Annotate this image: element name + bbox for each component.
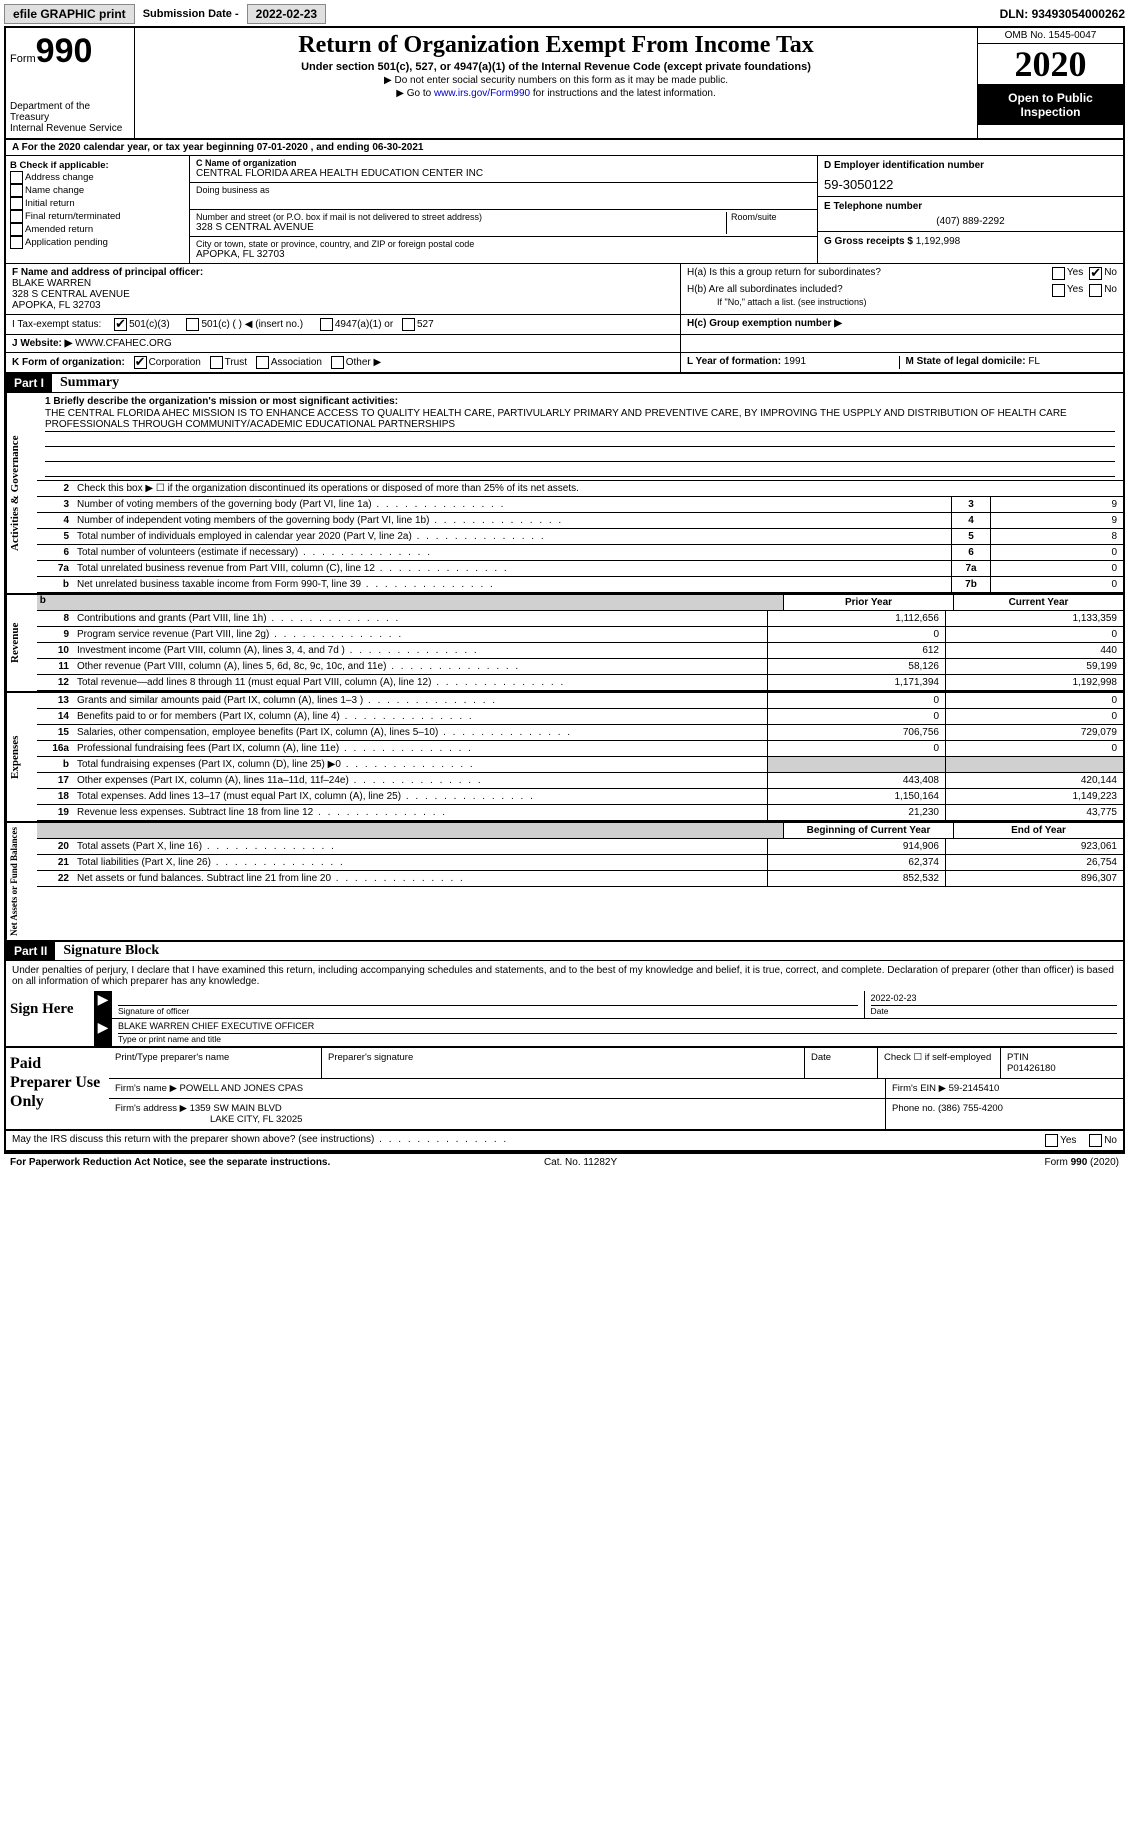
header-right: OMB No. 1545-0047 2020 Open to Public In…: [977, 28, 1123, 138]
instructions-link[interactable]: www.irs.gov/Form990: [434, 88, 530, 99]
data-line: 16aProfessional fundraising fees (Part I…: [37, 741, 1123, 757]
box-c: C Name of organization CENTRAL FLORIDA A…: [190, 156, 818, 263]
side-net: Net Assets or Fund Balances: [6, 823, 37, 940]
ha-yes-checkbox[interactable]: [1052, 267, 1065, 280]
discuss-no-checkbox[interactable]: [1089, 1134, 1102, 1147]
box-f: F Name and address of principal officer:…: [6, 264, 681, 314]
header-left: Form990 Department of the Treasury Inter…: [6, 28, 135, 138]
box-j: J Website: ▶ WWW.CFAHEC.ORG: [6, 335, 681, 352]
part-i-tag: Part I: [6, 374, 52, 392]
527-checkbox[interactable]: [402, 318, 415, 331]
assoc-checkbox[interactable]: [256, 356, 269, 369]
data-line: 10Investment income (Part VIII, column (…: [37, 643, 1123, 659]
firm-addr: Firm's address ▶ 1359 SW MAIN BLVD LAKE …: [109, 1099, 886, 1129]
data-line: 21Total liabilities (Part X, line 26)62,…: [37, 855, 1123, 871]
discuss-yes-checkbox[interactable]: [1045, 1134, 1058, 1147]
data-line: 15Salaries, other compensation, employee…: [37, 725, 1123, 741]
data-line: 19Revenue less expenses. Subtract line 1…: [37, 805, 1123, 821]
prep-sig: Preparer's signature: [322, 1048, 805, 1078]
trust-checkbox[interactable]: [210, 356, 223, 369]
boxb-option[interactable]: Application pending: [10, 236, 185, 249]
data-line: 12Total revenue—add lines 8 through 11 (…: [37, 675, 1123, 691]
4947-checkbox[interactable]: [320, 318, 333, 331]
gov-line: 6Total number of volunteers (estimate if…: [37, 545, 1123, 561]
data-line: 13Grants and similar amounts paid (Part …: [37, 693, 1123, 709]
side-expenses: Expenses: [6, 693, 37, 821]
paid-preparer-label: Paid Preparer Use Only: [6, 1048, 109, 1129]
hb-yes-checkbox[interactable]: [1052, 284, 1065, 297]
firm-ein: Firm's EIN ▶ 59-2145410: [886, 1079, 1123, 1098]
header-center: Return of Organization Exempt From Incom…: [135, 28, 977, 138]
501c-checkbox[interactable]: [186, 318, 199, 331]
other-checkbox[interactable]: [331, 356, 344, 369]
corp-checkbox[interactable]: [134, 356, 147, 369]
gov-line: 3Number of voting members of the governi…: [37, 497, 1123, 513]
data-line: 22Net assets or fund balances. Subtract …: [37, 871, 1123, 887]
submission-label: Submission Date -: [139, 8, 243, 20]
page-footer: For Paperwork Reduction Act Notice, see …: [4, 1154, 1125, 1171]
box-k: K Form of organization: Corporation Trus…: [6, 353, 681, 372]
box-hc: H(c) Group exemption number ▶: [681, 315, 1123, 334]
discuss-row: May the IRS discuss this return with the…: [6, 1131, 1123, 1152]
data-line: 17Other expenses (Part IX, column (A), l…: [37, 773, 1123, 789]
sig-date-cell: 2022-02-23Date: [865, 991, 1124, 1018]
data-line: 14Benefits paid to or for members (Part …: [37, 709, 1123, 725]
efile-btn[interactable]: efile GRAPHIC print: [4, 4, 135, 24]
boxb-option[interactable]: Final return/terminated: [10, 210, 185, 223]
submission-date-btn[interactable]: 2022-02-23: [247, 4, 326, 24]
prep-name: Print/Type preparer's name: [109, 1048, 322, 1078]
501c3-checkbox[interactable]: [114, 318, 127, 331]
name-title-cell: BLAKE WARREN CHIEF EXECUTIVE OFFICERType…: [112, 1019, 1123, 1046]
dln: DLN: 93493054000262: [1000, 7, 1125, 21]
sig-officer-cell[interactable]: Signature of officer: [112, 991, 865, 1018]
gov-line: bNet unrelated business taxable income f…: [37, 577, 1123, 593]
gov-line: 5Total number of individuals employed in…: [37, 529, 1123, 545]
prep-date: Date: [805, 1048, 878, 1078]
side-governance: Activities & Governance: [6, 393, 37, 593]
data-line: 18Total expenses. Add lines 13–17 (must …: [37, 789, 1123, 805]
box-h: H(a) Is this a group return for subordin…: [681, 264, 1123, 314]
declaration: Under penalties of perjury, I declare th…: [6, 961, 1123, 991]
form-title: Return of Organization Exempt From Incom…: [141, 32, 971, 59]
firm-phone: Phone no. (386) 755-4200: [886, 1099, 1123, 1129]
data-line: 9Program service revenue (Part VIII, lin…: [37, 627, 1123, 643]
data-line: 11Other revenue (Part VIII, column (A), …: [37, 659, 1123, 675]
gov-line: 4Number of independent voting members of…: [37, 513, 1123, 529]
part-ii-title: Signature Block: [55, 943, 159, 959]
part-ii-tag: Part II: [6, 942, 55, 960]
hb-no-checkbox[interactable]: [1089, 284, 1102, 297]
mission-block: 1 Briefly describe the organization's mi…: [37, 393, 1123, 481]
data-line: bTotal fundraising expenses (Part IX, co…: [37, 757, 1123, 773]
box-d: D Employer identification number 59-3050…: [818, 156, 1123, 263]
topbar: efile GRAPHIC print Submission Date - 20…: [4, 4, 1125, 24]
ha-no-checkbox[interactable]: [1089, 267, 1102, 280]
box-b: B Check if applicable: Address changeNam…: [6, 156, 190, 263]
firm-name: Firm's name ▶ POWELL AND JONES CPAS: [109, 1079, 886, 1098]
boxb-option[interactable]: Name change: [10, 184, 185, 197]
data-line: 8Contributions and grants (Part VIII, li…: [37, 611, 1123, 627]
form-990: Form990 Department of the Treasury Inter…: [4, 26, 1125, 1154]
sign-here-label: Sign Here: [6, 991, 94, 1046]
ptin-cell: PTINP01426180: [1001, 1048, 1123, 1078]
self-emp-check[interactable]: Check ☐ if self-employed: [878, 1048, 1001, 1078]
gov-line: 7aTotal unrelated business revenue from …: [37, 561, 1123, 577]
part-i-title: Summary: [52, 375, 119, 391]
boxb-option[interactable]: Address change: [10, 171, 185, 184]
data-line: 20Total assets (Part X, line 16)914,9069…: [37, 839, 1123, 855]
box-i: I Tax-exempt status: 501(c)(3) 501(c) ( …: [6, 315, 681, 334]
boxb-option[interactable]: Amended return: [10, 223, 185, 236]
box-lm: L Year of formation: 1991 M State of leg…: [681, 353, 1123, 372]
side-revenue: Revenue: [6, 595, 37, 691]
period-row: A For the 2020 calendar year, or tax yea…: [6, 140, 1123, 156]
boxb-option[interactable]: Initial return: [10, 197, 185, 210]
